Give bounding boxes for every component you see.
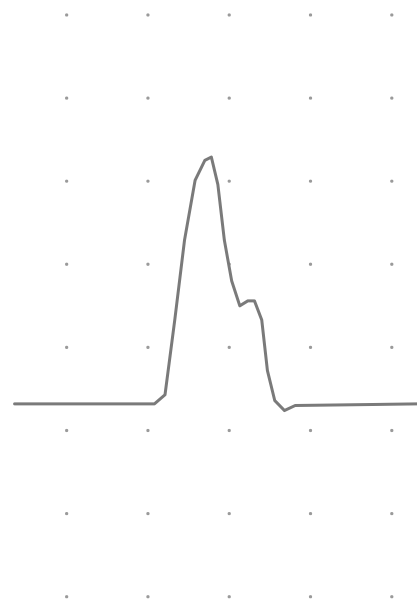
grid-dot xyxy=(146,13,149,16)
grid-dot xyxy=(390,263,393,266)
grid-dot xyxy=(228,429,231,432)
grid-dot xyxy=(146,180,149,183)
grid-dot xyxy=(228,180,231,183)
grid-dot xyxy=(309,595,312,598)
grid-dot xyxy=(228,346,231,349)
grid-dot xyxy=(65,429,68,432)
grid-dot xyxy=(146,429,149,432)
grid-dot xyxy=(228,13,231,16)
grid-dot xyxy=(309,180,312,183)
grid-dot xyxy=(146,512,149,515)
grid-dot xyxy=(65,512,68,515)
grid-dot xyxy=(390,595,393,598)
grid-dot xyxy=(65,346,68,349)
grid-dot xyxy=(390,180,393,183)
grid-dot xyxy=(228,96,231,99)
grid-dot xyxy=(390,13,393,16)
grid-dot xyxy=(390,346,393,349)
grid-dot xyxy=(146,595,149,598)
grid-dot xyxy=(390,96,393,99)
grid-dot xyxy=(65,96,68,99)
grid-dot xyxy=(390,512,393,515)
grid-dot xyxy=(309,263,312,266)
grid-dot xyxy=(65,263,68,266)
trace xyxy=(15,157,417,410)
grid-dot xyxy=(65,13,68,16)
grid-dot xyxy=(309,429,312,432)
grid-dot xyxy=(309,346,312,349)
grid-dot xyxy=(309,96,312,99)
grid-dot xyxy=(146,263,149,266)
grid-dot xyxy=(65,595,68,598)
grid-dot xyxy=(309,13,312,16)
grid-dot xyxy=(146,96,149,99)
grid-dot xyxy=(390,429,393,432)
grid-dot xyxy=(309,512,312,515)
chart xyxy=(0,0,417,605)
page: {"chart_data": { "type": "line", "x": [-… xyxy=(0,0,417,605)
grid-dot xyxy=(228,595,231,598)
grid-dot xyxy=(146,346,149,349)
grid-dot xyxy=(65,180,68,183)
grid-dot xyxy=(228,512,231,515)
